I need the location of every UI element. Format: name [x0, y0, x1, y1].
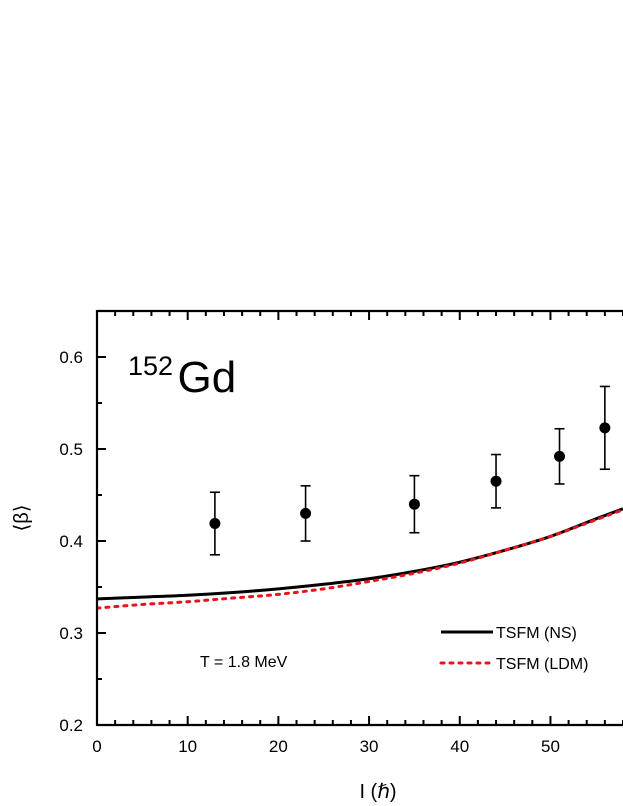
y-tick-label: 0.3 [59, 624, 83, 643]
points-layer [209, 385, 611, 556]
x-axis-title: I (ℏ) [359, 781, 396, 803]
data-point [300, 507, 312, 519]
legend-label-ldm: TSFM (LDM) [496, 656, 588, 673]
x-tick-label: 10 [178, 737, 197, 756]
data-point [408, 498, 420, 510]
data-point [209, 518, 221, 530]
x-tick-label: 20 [269, 737, 288, 756]
ticks-layer: 0 10 20 30 40 50 0.2 0.3 0.4 0.5 0.6 [59, 310, 623, 756]
nucleus-symbol: Gd [178, 353, 237, 402]
x-tick-label: 30 [360, 737, 379, 756]
y-tick-label: 0.4 [59, 532, 83, 551]
legend: TSFM (NS) TSFM (LDM) [439, 625, 588, 673]
y-axis-title: ⟨β⟩ [11, 504, 33, 531]
nucleus-mass: 152 [128, 351, 173, 381]
y-tick-label: 0.6 [59, 348, 83, 367]
nucleus-label: 152 Gd [128, 351, 236, 402]
series-layer [98, 507, 623, 610]
x-tick-label: 0 [92, 737, 101, 756]
series-line-ns [98, 507, 623, 601]
y-tick-label: 0.2 [59, 716, 83, 735]
data-point [599, 422, 611, 434]
series-line-ldm [98, 508, 623, 610]
temperature-annotation: T = 1.8 MeV [200, 654, 288, 671]
data-point [490, 475, 502, 487]
x-tick-label: 50 [541, 737, 560, 756]
x-tick-label: 40 [450, 737, 469, 756]
y-tick-label: 0.5 [59, 440, 83, 459]
data-point [554, 450, 566, 462]
legend-label-ns: TSFM (NS) [496, 625, 577, 642]
